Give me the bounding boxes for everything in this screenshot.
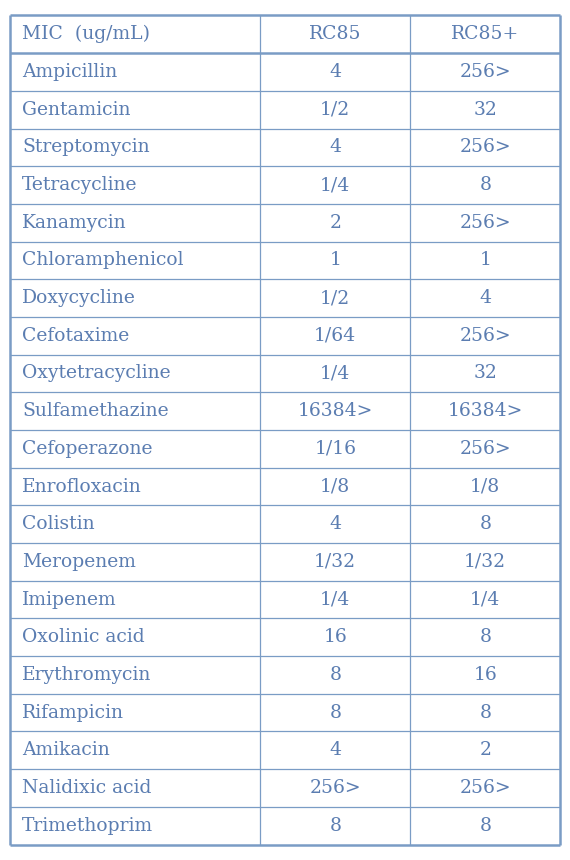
Text: Cefoperazone: Cefoperazone — [22, 439, 153, 458]
Text: Tetracycline: Tetracycline — [22, 176, 138, 194]
Text: 16384>: 16384> — [298, 402, 373, 421]
Text: Enrofloxacin: Enrofloxacin — [22, 477, 142, 495]
Text: Rifampicin: Rifampicin — [22, 703, 124, 722]
Text: Kanamycin: Kanamycin — [22, 214, 127, 231]
Text: 32: 32 — [473, 101, 497, 119]
Text: 8: 8 — [479, 515, 491, 533]
Text: Gentamicin: Gentamicin — [22, 101, 131, 119]
Text: 8: 8 — [479, 817, 491, 835]
Text: 1: 1 — [479, 251, 491, 269]
Text: Erythromycin: Erythromycin — [22, 666, 152, 684]
Text: 1/4: 1/4 — [320, 365, 351, 383]
Text: Imipenem: Imipenem — [22, 591, 117, 609]
Text: 256>: 256> — [459, 327, 511, 345]
Text: Doxycycline: Doxycycline — [22, 289, 136, 307]
Text: 1/2: 1/2 — [320, 101, 351, 119]
Text: 1/64: 1/64 — [314, 327, 356, 345]
Text: 256>: 256> — [310, 779, 361, 797]
Text: Trimethoprim: Trimethoprim — [22, 817, 153, 835]
Text: 1/32: 1/32 — [464, 553, 506, 571]
Text: Nalidixic acid: Nalidixic acid — [22, 779, 152, 797]
Text: Oxolinic acid: Oxolinic acid — [22, 629, 145, 646]
Text: Sulfamethazine: Sulfamethazine — [22, 402, 169, 421]
Text: 256>: 256> — [459, 214, 511, 231]
Text: 1/8: 1/8 — [470, 477, 500, 495]
Text: 4: 4 — [329, 63, 341, 81]
Text: Meropenem: Meropenem — [22, 553, 136, 571]
Text: 8: 8 — [329, 817, 341, 835]
Text: 1/2: 1/2 — [320, 289, 351, 307]
Text: 16: 16 — [474, 666, 497, 684]
Text: RC85+: RC85+ — [451, 25, 519, 43]
Text: 1/16: 1/16 — [314, 439, 356, 458]
Text: 2: 2 — [479, 741, 491, 759]
Text: 16: 16 — [323, 629, 347, 646]
Text: 1: 1 — [329, 251, 341, 269]
Text: 4: 4 — [329, 515, 341, 533]
Text: Chloramphenicol: Chloramphenicol — [22, 251, 184, 269]
Text: 4: 4 — [479, 289, 491, 307]
Text: 1/4: 1/4 — [320, 176, 351, 194]
Text: 8: 8 — [329, 666, 341, 684]
Text: 256>: 256> — [459, 779, 511, 797]
Text: Amikacin: Amikacin — [22, 741, 110, 759]
Text: MIC  (ug/mL): MIC (ug/mL) — [22, 25, 150, 44]
Text: 256>: 256> — [459, 63, 511, 81]
Text: Cefotaxime: Cefotaxime — [22, 327, 129, 345]
Text: 4: 4 — [329, 138, 341, 157]
Text: 256>: 256> — [459, 138, 511, 157]
Text: 256>: 256> — [459, 439, 511, 458]
Text: Colistin: Colistin — [22, 515, 95, 533]
Text: 1/4: 1/4 — [320, 591, 351, 609]
Text: 32: 32 — [473, 365, 497, 383]
Text: 8: 8 — [479, 629, 491, 646]
Text: 2: 2 — [329, 214, 341, 231]
Text: Streptomycin: Streptomycin — [22, 138, 150, 157]
Text: Ampicillin: Ampicillin — [22, 63, 117, 81]
Text: RC85: RC85 — [309, 25, 361, 43]
Text: 1/4: 1/4 — [470, 591, 500, 609]
Text: 8: 8 — [479, 176, 491, 194]
Text: 16384>: 16384> — [447, 402, 523, 421]
Text: 4: 4 — [329, 741, 341, 759]
Text: Oxytetracycline: Oxytetracycline — [22, 365, 171, 383]
Text: 8: 8 — [329, 703, 341, 722]
Text: 1/8: 1/8 — [320, 477, 351, 495]
Text: 8: 8 — [479, 703, 491, 722]
Text: 1/32: 1/32 — [314, 553, 356, 571]
